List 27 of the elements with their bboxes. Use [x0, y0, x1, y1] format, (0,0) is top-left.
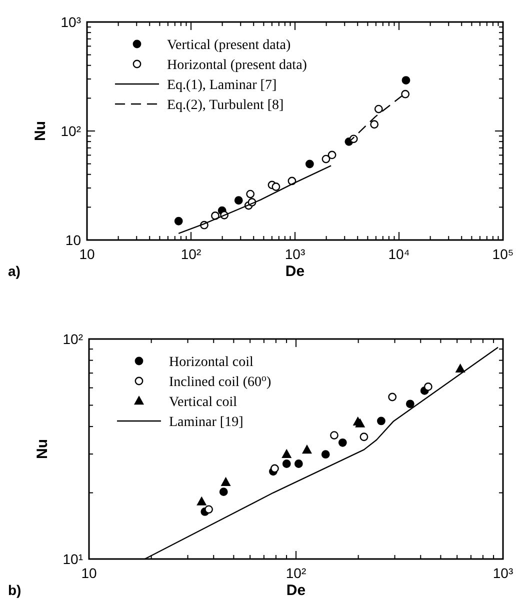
x-tick-label: 10²	[180, 246, 202, 262]
legend-label: Laminar [19]	[169, 415, 244, 430]
legend-label: Eq.(2), Turbulent [8]	[167, 98, 284, 113]
x-tick-label: 10⁴	[388, 246, 410, 262]
legend-label: Horizontal (present data)	[167, 58, 308, 73]
text: a)	[8, 263, 20, 279]
y-tick-label: 10¹	[62, 551, 84, 567]
x-tick-label: 10	[81, 565, 97, 581]
x-axis-title: De	[286, 582, 306, 599]
x-tick-label: 10³	[492, 565, 514, 581]
x-tick-label: 10²	[286, 565, 306, 581]
y-tick-label: 10³	[60, 14, 82, 30]
legend-label: Eq.(1), Laminar [7]	[167, 78, 277, 93]
y-axis-title: Nu	[34, 439, 51, 459]
y-tick-label: 10²	[60, 123, 82, 139]
x-tick-label: 10	[79, 246, 95, 262]
text: b)	[8, 582, 22, 598]
y-tick-label: 10²	[62, 331, 84, 347]
legend-label: Vertical coil	[169, 395, 238, 410]
legend-label: Horizontal coil	[169, 355, 254, 370]
y-axis-title: Nu	[32, 121, 49, 141]
x-tick-label: 10³	[284, 246, 306, 262]
legend-label: Inclined coil (60$^{o}$)	[169, 372, 272, 390]
x-tick-label: 10⁵	[492, 246, 514, 262]
legend-label: Vertical (present data)	[167, 38, 291, 53]
x-axis-title: De	[285, 263, 305, 280]
y-tick-label: 10	[65, 232, 82, 248]
